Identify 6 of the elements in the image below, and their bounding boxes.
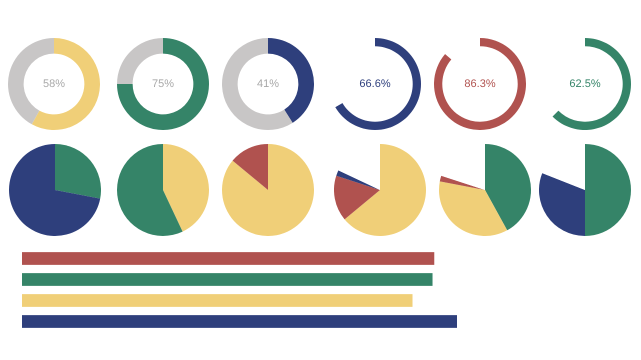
text: 66.6% — [359, 78, 391, 90]
text: 86.3% — [464, 78, 496, 90]
text: 75% — [152, 78, 174, 90]
text: 62.5% — [569, 78, 601, 90]
text: 41% — [256, 78, 280, 90]
text: 58% — [42, 78, 66, 90]
